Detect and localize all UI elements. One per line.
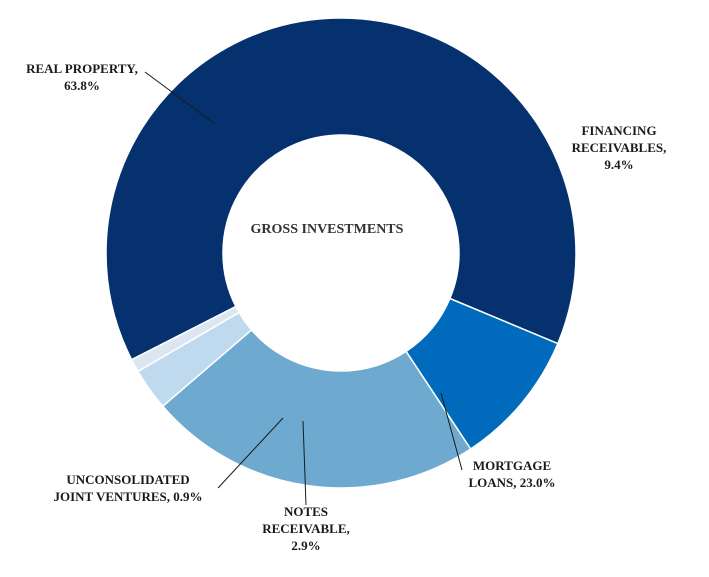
slice-label-line: NOTES <box>284 504 328 519</box>
slice-unconsolidated-joint-ventures <box>130 305 241 373</box>
slices-layer <box>105 17 577 489</box>
slice-label-line: MORTGAGE <box>473 458 551 473</box>
slice-label-financing-receivables: FINANCING RECEIVABLES, 9.4% <box>572 123 667 172</box>
slice-label-mortgage-loans: MORTGAGE LOANS, 23.0% <box>468 458 555 490</box>
slice-label-line: LOANS, 23.0% <box>468 475 555 490</box>
slice-real-property <box>105 17 577 361</box>
slice-label-line: RECEIVABLES, <box>572 140 667 155</box>
labels-layer: REAL PROPERTY, 63.8% FINANCING RECEIVABLES,… <box>26 61 666 553</box>
leader-line-mortgage-loans <box>440 392 463 471</box>
slice-mortgage-loans <box>161 328 472 489</box>
leader-lines-layer <box>144 71 463 506</box>
slice-label-line: UNCONSOLIDATED <box>66 472 189 487</box>
slice-label-notes-receivable: NOTES RECEIVABLE, 2.9% <box>262 504 350 553</box>
slice-label-line: JOINT VENTURES, 0.9% <box>53 489 202 504</box>
slice-label-real-property: REAL PROPERTY, 63.8% <box>26 61 138 93</box>
leader-line-real-property <box>144 71 216 125</box>
leader-line-notes-receivable <box>302 420 307 506</box>
leader-line-unconsolidated-joint-ventures <box>217 417 284 489</box>
center-label: GROSS INVESTMENTS <box>251 222 404 237</box>
slice-label-line: RECEIVABLE, <box>262 521 350 536</box>
slice-label-line: 63.8% <box>64 78 100 93</box>
slice-label-line: 9.4% <box>604 157 633 172</box>
slice-label-line: FINANCING <box>581 123 656 138</box>
slice-label-unconsolidated-joint-ventures: UNCONSOLIDATED JOINT VENTURES, 0.9% <box>53 472 202 504</box>
slice-label-line: REAL PROPERTY, <box>26 61 138 76</box>
slice-label-line: 2.9% <box>291 538 320 553</box>
